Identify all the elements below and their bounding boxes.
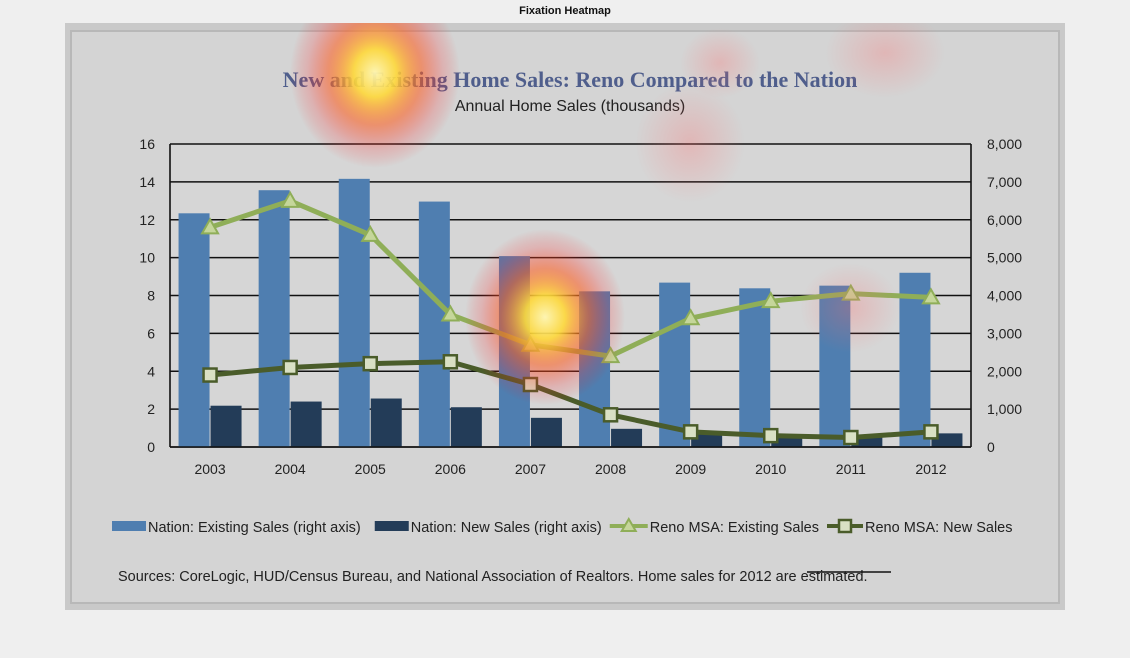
bar-nation-new [370, 398, 402, 447]
x-tick-label: 2004 [275, 461, 306, 477]
legend-label: Nation: Existing Sales (right axis) [148, 520, 361, 536]
point-reno-existing [440, 304, 461, 322]
legend-swatch-nation-new [374, 521, 409, 531]
point-reno-new [843, 429, 859, 446]
left-tick-label: 4 [147, 363, 155, 379]
point-reno-existing [360, 224, 380, 242]
point-reno-existing [680, 308, 701, 326]
chart-figure: New and Existing Home Sales: Reno Compar… [65, 23, 1065, 610]
point-reno-existing [761, 291, 781, 309]
fixation-heatmap-overlay [290, 23, 945, 405]
fixation-blob-faint-a [635, 83, 745, 203]
chart-svg: New and Existing Home Sales: Reno Compar… [70, 23, 1060, 604]
bar-nation-new [611, 428, 643, 447]
legend-marker-reno-new [837, 518, 853, 534]
bar-nation-new [210, 405, 242, 447]
bar-nation-new [530, 417, 562, 447]
bar-nation-existing [178, 213, 210, 447]
right-tick-label: 3,000 [987, 325, 1022, 341]
window-heading: Fixation Heatmap [519, 5, 611, 17]
left-tick-label: 12 [139, 212, 155, 228]
fixation-blob-faint-c [800, 263, 900, 353]
x-tick-label: 2003 [194, 461, 225, 477]
fixation-blob-title [290, 23, 460, 168]
bar-nation-new [290, 401, 322, 447]
right-tick-label: 2,000 [987, 363, 1022, 379]
bar-nation-existing [258, 190, 290, 447]
x-tick-label: 2008 [595, 461, 626, 477]
x-tick-label: 2005 [355, 461, 386, 477]
point-reno-existing [280, 190, 300, 208]
right-tick-label: 6,000 [987, 212, 1022, 228]
left-tick-label: 8 [147, 288, 155, 304]
left-tick-label: 0 [147, 439, 155, 455]
x-tick-label: 2012 [915, 461, 946, 477]
point-reno-new [763, 427, 779, 444]
legend-label: Reno MSA: New Sales [865, 520, 1012, 536]
legend-swatch-nation-existing [112, 521, 146, 531]
x-tick-label: 2006 [435, 461, 466, 477]
axes-group: 0 2 4 6 8 10 12 14 16 0 1,000 2,000 3,000 4,000 5,000 6… [139, 136, 1022, 477]
bar-nation-existing [338, 178, 370, 447]
x-tick-label: 2009 [675, 461, 706, 477]
point-reno-new [362, 355, 378, 372]
point-reno-existing [200, 217, 220, 235]
bar-nation-existing [418, 201, 450, 447]
x-tick-label: 2010 [755, 461, 786, 477]
point-reno-new [602, 407, 619, 423]
left-tick-label: 6 [147, 325, 155, 341]
legend-label: Nation: New Sales (right axis) [411, 520, 602, 536]
bar-nation-existing [739, 288, 771, 447]
left-tick-label: 16 [139, 136, 155, 152]
fixation-blob-faint-b [825, 23, 945, 98]
right-tick-label: 0 [987, 439, 995, 455]
legend-marker-reno-existing [620, 517, 638, 532]
fixation-blob-2007 [465, 229, 625, 405]
right-tick-label: 4,000 [987, 288, 1022, 304]
point-reno-new [442, 354, 459, 370]
right-tick-label: 5,000 [987, 250, 1022, 266]
bar-nation-new [450, 407, 482, 447]
point-reno-new [923, 424, 939, 440]
source-note: Sources: CoreLogic, HUD/Census Bureau, a… [118, 569, 868, 585]
right-tick-label: 7,000 [987, 174, 1022, 190]
x-tick-label: 2007 [515, 461, 546, 477]
bars-group [178, 178, 963, 447]
legend: Nation: Existing Sales (right axis) Natio… [112, 517, 1012, 536]
legend-label: Reno MSA: Existing Sales [650, 520, 819, 536]
left-tick-label: 2 [147, 401, 155, 417]
right-tick-label: 8,000 [987, 136, 1022, 152]
point-reno-new [202, 367, 218, 383]
x-tick-label: 2011 [836, 461, 866, 477]
chart-subtitle: Annual Home Sales (thousands) [455, 98, 685, 115]
bar-nation-new [691, 432, 723, 447]
fixation-blob-faint-d [680, 28, 760, 98]
right-tick-label: 1,000 [987, 401, 1022, 417]
bar-nation-existing [659, 282, 691, 447]
left-tick-label: 14 [139, 174, 155, 190]
bar-nation-new [851, 435, 883, 447]
point-reno-new [682, 424, 699, 440]
point-reno-new [282, 359, 298, 376]
bar-nation-new [931, 433, 963, 447]
left-tick-label: 10 [139, 250, 155, 266]
point-reno-existing [921, 287, 941, 305]
